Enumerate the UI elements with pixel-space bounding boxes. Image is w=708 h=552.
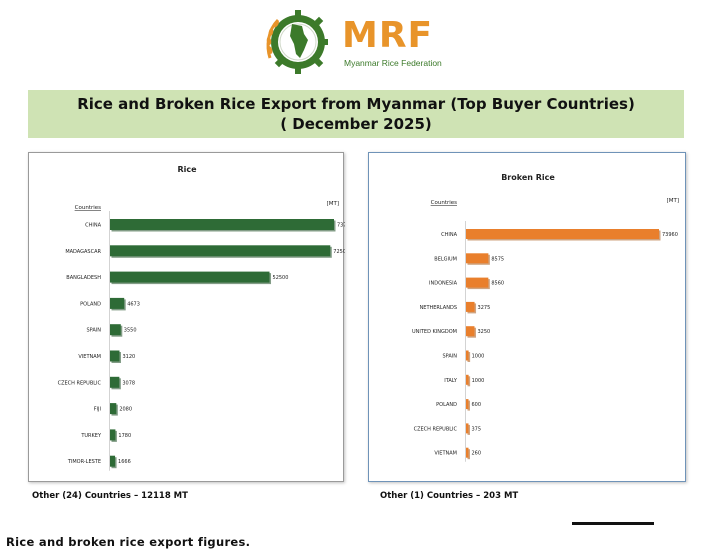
rice-bar [110, 297, 125, 309]
rice-category-label: MADAGASCAR [65, 249, 101, 255]
title-banner: Rice and Broken Rice Export from Myanmar… [28, 90, 684, 138]
broken-category-label: CHINA [441, 232, 457, 238]
broken-category-label: SPAIN [442, 354, 457, 360]
rice-other-countries-note: Other (24) Countries – 12118 MT [32, 491, 188, 501]
rice-bar [110, 403, 117, 415]
rice-value-label: 1780 [118, 433, 131, 439]
broken-bar [466, 350, 469, 361]
broken-bar [466, 447, 469, 458]
broken-bar [466, 326, 475, 337]
broken-bar-shadow [467, 376, 471, 387]
rice-category-label: TIMOR-LESTE [67, 459, 101, 465]
rice-bar [110, 376, 120, 388]
broken-category-label: BELGIUM [434, 256, 457, 262]
broken-category-label: INDONESIA [429, 281, 458, 287]
broken-value-label: 8560 [491, 281, 504, 287]
rice-bar [110, 271, 270, 283]
broken-value-label: 375 [472, 426, 482, 432]
rice-bar [110, 324, 121, 336]
broken-rice-other-countries-note: Other (1) Countries – 203 MT [380, 491, 519, 501]
broken-bar [466, 253, 489, 264]
broken-category-label: POLAND [436, 402, 457, 408]
rice-value-label: 3078 [122, 380, 135, 386]
rice-value-label: 73723 [337, 223, 345, 229]
broken-chart-title: Broken Rice [501, 173, 555, 182]
broken-value-label: 260 [472, 451, 482, 457]
rice-bar [110, 245, 331, 257]
rice-category-label: SPAIN [86, 328, 101, 334]
broken-bar-shadow [467, 424, 470, 435]
rice-bar [110, 350, 120, 362]
rice-category-header: Countries [75, 205, 102, 211]
rice-category-label: FIJI [94, 407, 101, 413]
rice-category-label: TURKEY [80, 433, 102, 439]
page-title: Rice and Broken Rice Export from Myanmar… [77, 95, 635, 113]
rice-category-label: CHINA [85, 223, 101, 229]
rice-value-label: 3550 [124, 328, 137, 334]
page-subtitle: ( December 2025) [280, 115, 432, 133]
rice-bar [110, 429, 116, 441]
broken-value-label: 600 [472, 402, 482, 408]
rice-value-label: 2080 [119, 407, 132, 413]
broken-category-label: UNITED KINGDOM [412, 329, 457, 335]
broken-bar [466, 277, 489, 288]
broken-bar-shadow [467, 449, 470, 460]
rice-chart-panel: Rice Countries [MT] CHINA 73723 MADAGASCAR 725… [28, 152, 345, 482]
rice-unit-label: [MT] [327, 201, 339, 207]
rice-bar [110, 455, 116, 467]
rice-value-label: 1666 [118, 459, 131, 465]
broken-category-label: ITALY [444, 378, 458, 384]
rice-category-label: CZECH REPUBLIC [58, 380, 102, 386]
logo-subtitle: Myanmar Rice Federation [344, 58, 442, 68]
rice-value-label: 3120 [122, 354, 135, 360]
broken-bar [466, 423, 469, 434]
rice-category-label: VIETNAM [78, 354, 101, 360]
broken-value-label: 8575 [491, 256, 504, 262]
rice-category-label: POLAND [80, 301, 101, 307]
figure-caption: Rice and broken rice export figures. [6, 535, 251, 549]
rice-value-label: 72500 [333, 249, 345, 255]
broken-bar [466, 301, 475, 312]
rice-bar [110, 219, 334, 230]
gear-globe-icon [266, 10, 328, 74]
rice-category-label: BANGLADESH [66, 275, 101, 281]
rice-value-label: 52500 [273, 275, 289, 281]
broken-bar-shadow [467, 400, 470, 411]
broken-value-label: 1000 [472, 378, 485, 384]
mrf-logo: MRF Myanmar Rice Federation [258, 8, 458, 74]
broken-category-label: NETHERLANDS [420, 305, 457, 311]
broken-rice-chart: Broken Rice Countries [MT] CHINA 73960 BELGIU… [412, 173, 679, 462]
broken-value-label: 3275 [478, 305, 491, 311]
broken-value-label: 73960 [662, 232, 678, 238]
broken-bar [466, 399, 469, 410]
broken-bar-shadow [467, 352, 471, 362]
rice-chart: Rice Countries [MT] CHINA 73723 MADAGASCAR 725… [58, 165, 345, 471]
broken-unit-label: [MT] [667, 198, 679, 204]
divider-bar [572, 522, 654, 525]
rice-chart-title: Rice [177, 165, 197, 174]
broken-category-header: Countries [431, 200, 458, 206]
broken-value-label: 3250 [477, 329, 490, 335]
broken-rice-chart-panel: Broken Rice Countries [MT] CHINA 73960 BELGIU… [368, 152, 686, 482]
logo-name: MRF [342, 15, 434, 56]
broken-value-label: 1000 [472, 354, 485, 360]
rice-value-label: 4673 [127, 301, 140, 307]
broken-bar [466, 374, 469, 385]
broken-category-label: CZECH REPUBLIC [414, 426, 458, 432]
broken-category-label: VIETNAM [434, 451, 457, 457]
broken-bar [466, 229, 659, 239]
